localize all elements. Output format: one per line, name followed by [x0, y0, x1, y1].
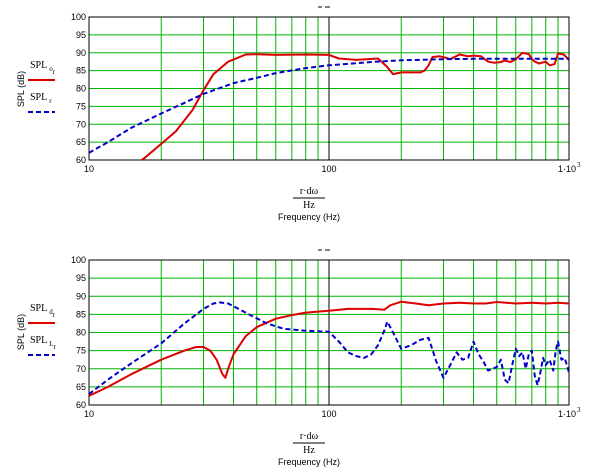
legend-label-2: SPL Lr	[30, 335, 57, 351]
y-tick-label: 70	[76, 119, 86, 129]
x-axis-label: Frequency (Hz)	[278, 457, 340, 467]
plot-frame	[88, 259, 570, 406]
series-line-1	[89, 300, 569, 397]
y-tick-label: 65	[76, 137, 86, 147]
y-tick-label: 90	[76, 291, 86, 301]
x-tick-exponent: 3	[577, 161, 581, 169]
y-tick-label: 75	[76, 101, 86, 111]
legend-label-2: SPL r	[30, 92, 52, 105]
y-tick-label: 100	[71, 255, 86, 265]
y-tick-label: 60	[76, 155, 86, 165]
series-line-2	[89, 57, 569, 154]
y-tick-label: 85	[76, 66, 86, 76]
y-tick-label: 80	[76, 84, 86, 94]
x-tick-label: 1·10	[558, 409, 576, 419]
y-axis-label: SPL (dB)	[16, 314, 26, 350]
legend-label-1: SPL or	[30, 60, 56, 76]
legend-label-1: SPL dr	[30, 303, 56, 319]
y-tick-label: 80	[76, 328, 86, 338]
y-tick-label: 60	[76, 400, 86, 410]
y-tick-label: 90	[76, 48, 86, 58]
x-tick-label: 10	[84, 409, 94, 419]
y-tick-label: 70	[76, 364, 86, 374]
x-expression-denominator: Hz	[303, 445, 315, 456]
chart-1: 60 65 70 75 80 85 90 95 100 10 100 1·10 3 r·dω HzFrequ…	[16, 6, 581, 222]
plot-frame	[88, 16, 570, 161]
x-tick-label: 1·10	[558, 164, 576, 174]
x-axis-label: Frequency (Hz)	[278, 212, 340, 222]
chart-2: 60 65 70 75 80 85 90 95 100 10 100 1·10 3 r·dω HzFrequ…	[16, 249, 581, 467]
y-tick-label: 65	[76, 382, 86, 392]
x-tick-label: 10	[84, 164, 94, 174]
series-line-1	[139, 51, 569, 160]
x-expression-denominator: Hz	[303, 200, 315, 211]
y-axis-label: SPL (dB)	[16, 71, 26, 107]
y-tick-label: 95	[76, 30, 86, 40]
x-tick-exponent: 3	[577, 406, 581, 414]
x-expression-numerator: r·dω	[300, 186, 319, 197]
x-expression-numerator: r·dω	[300, 431, 319, 442]
y-tick-label: 75	[76, 346, 86, 356]
x-tick-label: 100	[321, 164, 336, 174]
x-tick-label: 100	[321, 409, 336, 419]
y-tick-label: 85	[76, 309, 86, 319]
y-tick-label: 95	[76, 273, 86, 283]
series-line-2	[89, 301, 569, 395]
y-tick-label: 100	[71, 12, 86, 22]
